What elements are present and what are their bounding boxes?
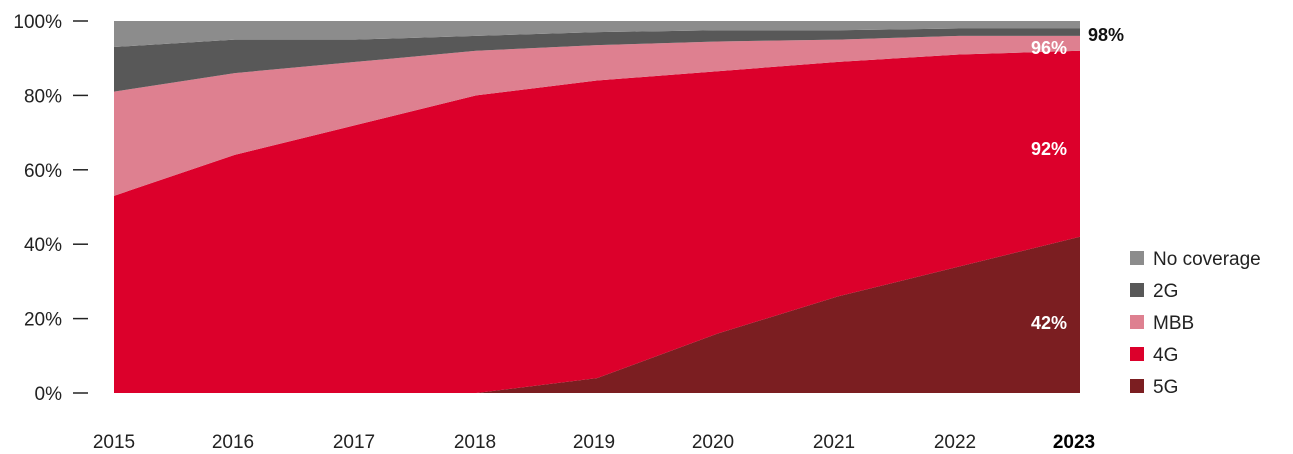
annotation-98: 98% [1088, 25, 1124, 45]
area-layers [114, 21, 1080, 393]
legend-label-mbb: MBB [1153, 313, 1194, 334]
x-tick-label: 2016 [212, 432, 254, 453]
annotation-92: 92% [1031, 139, 1067, 159]
x-tick-label: 2015 [93, 432, 135, 453]
y-tick-label: 40% [24, 235, 62, 256]
legend-swatch-no-coverage [1130, 251, 1144, 265]
x-tick-label: 2022 [934, 432, 976, 453]
area-2g [114, 28, 1080, 92]
y-tick-label: 20% [24, 310, 62, 331]
legend-label-no-coverage: No coverage [1153, 249, 1261, 270]
annotation-96: 96% [1031, 38, 1067, 58]
x-tick-label: 2018 [454, 432, 496, 453]
area-mbb [114, 35, 1080, 196]
x-tick-label: 2017 [333, 432, 375, 453]
x-tick-label: 2020 [692, 432, 734, 453]
x-tick-label: 2023 [1053, 432, 1095, 453]
legend-swatch-mbb [1130, 315, 1144, 329]
y-tick-label: 0% [35, 384, 63, 405]
legend-label-4g: 4G [1153, 345, 1178, 366]
legend-label-2g: 2G [1153, 281, 1178, 302]
legend-swatch-5g [1130, 379, 1144, 393]
area-5g [114, 236, 1080, 393]
y-tick-label: 60% [24, 161, 62, 182]
legend: No coverage 2G MBB 4G 5G [1130, 249, 1261, 398]
legend-label-5g: 5G [1153, 377, 1178, 398]
area-no-coverage [114, 21, 1080, 48]
x-tick-label: 2021 [813, 432, 855, 453]
area-4g [114, 50, 1080, 393]
x-tick-label: 2019 [573, 432, 615, 453]
legend-swatch-4g [1130, 347, 1144, 361]
data-annotations: 98% 96% 92% 42% [1031, 25, 1124, 333]
y-tick-label: 100% [13, 12, 62, 33]
x-axis: 2015 2016 2017 2018 2019 2020 2021 2022 2023 [93, 432, 1095, 453]
legend-swatch-2g [1130, 283, 1144, 297]
annotation-42: 42% [1031, 313, 1067, 333]
y-axis: 0% 20% 40% 60% 80% 100% [13, 12, 88, 405]
y-tick-label: 80% [24, 86, 62, 107]
